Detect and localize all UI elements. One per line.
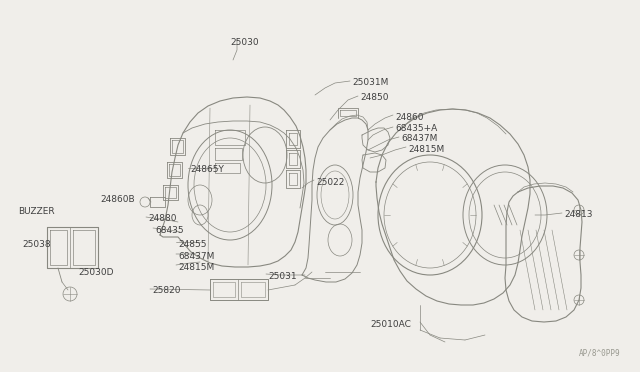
Text: 25010AC: 25010AC xyxy=(370,320,411,329)
Text: 24865Y: 24865Y xyxy=(190,165,224,174)
Text: 24860: 24860 xyxy=(395,113,424,122)
Text: BUZZER: BUZZER xyxy=(18,207,54,216)
Text: 24860B: 24860B xyxy=(100,195,134,204)
Text: 24880: 24880 xyxy=(148,214,177,223)
Text: 24850: 24850 xyxy=(360,93,388,102)
Text: 24813: 24813 xyxy=(564,210,593,219)
Text: AP/8^0PP9: AP/8^0PP9 xyxy=(579,349,620,358)
Text: 25031: 25031 xyxy=(268,272,296,281)
Text: 25030: 25030 xyxy=(230,38,259,47)
Text: 25038: 25038 xyxy=(22,240,51,249)
Text: 25030D: 25030D xyxy=(78,268,113,277)
Text: 24815M: 24815M xyxy=(178,263,214,272)
Text: 68437M: 68437M xyxy=(401,134,437,143)
Text: 25031M: 25031M xyxy=(352,78,388,87)
Text: 24815M: 24815M xyxy=(408,145,444,154)
Text: 68437M: 68437M xyxy=(178,252,214,261)
Text: 25022: 25022 xyxy=(316,178,344,187)
Text: 24855: 24855 xyxy=(178,240,207,249)
Text: 25820: 25820 xyxy=(152,286,180,295)
Text: 68435: 68435 xyxy=(155,226,184,235)
Text: 68435+A: 68435+A xyxy=(395,124,437,133)
